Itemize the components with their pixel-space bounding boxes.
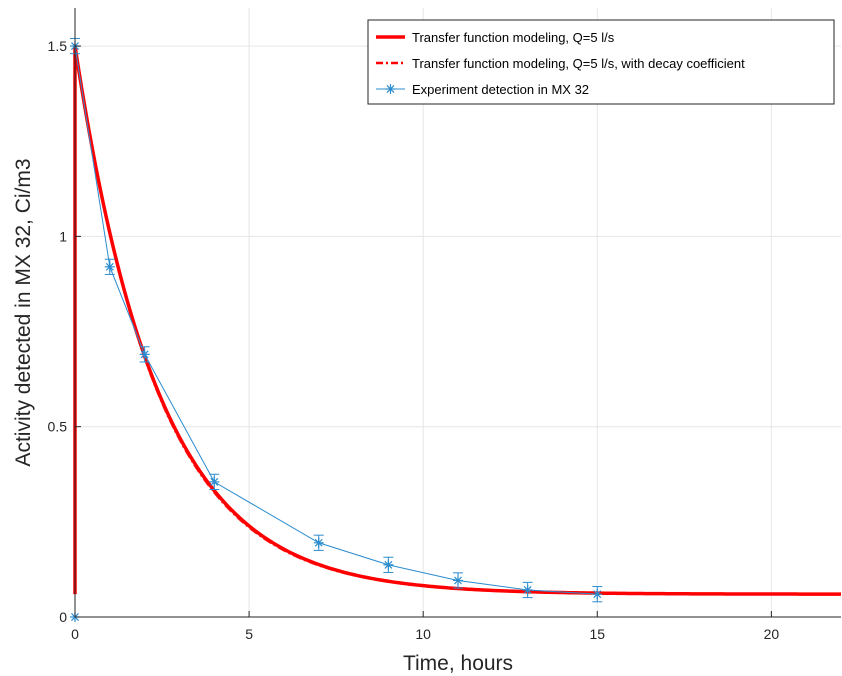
data-point-7-stroke-3: [454, 576, 462, 585]
x-tick-label-1: 5: [245, 626, 253, 642]
series-experiment-line: [74, 45, 598, 617]
data-point-2-stroke-3: [105, 262, 114, 271]
y-axis-title: Activity detected in MX 32, Ci/m3: [12, 158, 35, 466]
y-tick-label-2: 1: [59, 228, 67, 244]
series-model-line: [73, 44, 842, 596]
data-point-5: [313, 537, 324, 548]
x-tick-label-4: 20: [764, 626, 780, 642]
legend: Transfer function modeling, Q=5 l/s Tran…: [367, 19, 835, 105]
data-point-6-stroke-3: [384, 560, 393, 569]
y-tick-label-0: 0: [59, 609, 67, 625]
data-point-2: [104, 261, 115, 272]
data-point-8: [522, 584, 533, 595]
data-point-5-stroke-3: [314, 538, 323, 547]
legend-label-experiment: Experiment detection in MX 32: [412, 82, 589, 97]
data-point-8-stroke-3: [523, 586, 532, 594]
axes: [74, 8, 841, 618]
legend-marker-experiment: [385, 84, 396, 94]
tick-labels: 0 5 10 15 20 0 0.5 1 1.5: [48, 38, 780, 642]
legend-marker-experiment-glyph: [385, 84, 396, 94]
data-point-9: [592, 589, 603, 600]
legend-label-model: Transfer function modeling, Q=5 l/s: [412, 30, 615, 45]
x-tick-label-0: 0: [71, 626, 79, 642]
data-point-3-stroke-3: [140, 350, 149, 359]
legend-box: [367, 19, 835, 105]
data-point-4-stroke-3: [210, 477, 219, 486]
x-tick-label-2: 10: [415, 626, 431, 642]
y-tick-label-3: 1.5: [48, 38, 68, 54]
series-model-decay-line: [74, 45, 841, 596]
data-point-6: [383, 559, 394, 570]
legend-label-model-decay: Transfer function modeling, Q=5 l/s, wit…: [412, 56, 745, 71]
data-point-4: [209, 476, 220, 487]
y-tick-label-1: 0.5: [48, 419, 68, 435]
data-point-3: [139, 349, 150, 360]
series-layer: [70, 37, 842, 622]
data-point-7: [453, 575, 463, 586]
x-tick-label-3: 15: [589, 626, 605, 642]
x-axis-title: Time, hours: [403, 652, 513, 675]
legend-marker-experiment-glyph-stroke-3: [386, 85, 395, 93]
data-point-9-stroke-3: [593, 590, 602, 599]
